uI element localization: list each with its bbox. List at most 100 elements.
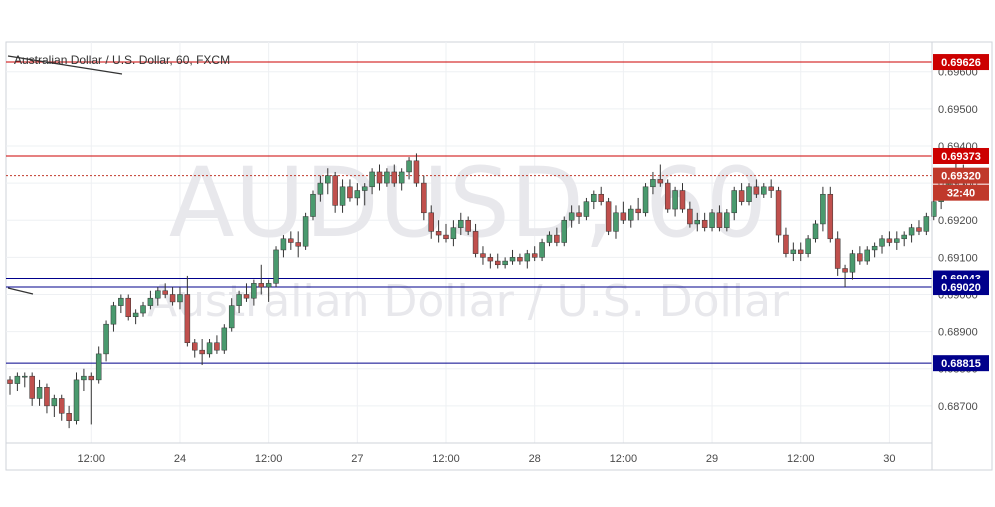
candle-body <box>805 238 811 254</box>
candle-body <box>265 283 272 288</box>
candle-body <box>871 245 878 251</box>
x-tick-label: 12:00 <box>255 453 283 465</box>
level-badge-label: 0.68815 <box>941 358 981 370</box>
level-badge <box>933 355 989 372</box>
candle-body <box>820 193 826 225</box>
candle-body <box>480 253 486 258</box>
candle-body <box>472 231 479 254</box>
y-tick-label: 0.68900 <box>938 327 978 339</box>
candle-body <box>44 387 50 407</box>
candle-body <box>295 242 301 247</box>
candle-body <box>716 212 723 228</box>
candle-body <box>672 190 678 210</box>
candle-body <box>199 349 205 355</box>
x-tick-label: 30 <box>883 453 895 465</box>
trendline-top[interactable] <box>7 55 123 75</box>
trend-drawings <box>7 55 123 295</box>
candle-body <box>155 290 161 299</box>
countdown-label: 32:40 <box>947 188 975 200</box>
candle-body <box>58 398 65 414</box>
watermark-name: Australian Dollar / U.S. Dollar <box>147 276 790 327</box>
candle-body <box>613 212 619 232</box>
candle-body <box>664 182 671 210</box>
candle-body <box>95 353 102 381</box>
candle-body <box>184 294 191 343</box>
candle-body <box>797 249 804 254</box>
y-tick-label: 0.68700 <box>938 401 978 413</box>
candle-body <box>509 257 516 262</box>
candle-body <box>576 212 582 217</box>
candle-body <box>258 283 265 288</box>
candle-body <box>783 234 789 254</box>
candle-body <box>494 260 501 266</box>
candle-body <box>413 160 420 184</box>
candle-body <box>325 175 331 184</box>
candle-body <box>487 257 494 262</box>
candle-body <box>738 190 745 202</box>
candle-body <box>539 242 545 258</box>
candle-body <box>280 238 287 251</box>
candle-body <box>450 227 457 240</box>
candle-body <box>753 186 760 195</box>
candle-body <box>657 179 664 184</box>
x-tick-label: 12:00 <box>432 453 460 465</box>
candle-body <box>849 253 856 273</box>
candle-body <box>7 379 13 384</box>
candle-body <box>147 297 154 306</box>
x-tick-label: 12:00 <box>787 453 815 465</box>
candle-body <box>517 257 523 262</box>
candle-body <box>768 186 774 191</box>
candle-body <box>192 342 198 351</box>
chart-border <box>5 41 993 471</box>
level-badge <box>933 167 989 184</box>
candle-body <box>369 171 375 188</box>
candle-body <box>66 413 72 421</box>
y-tick-label: 0.69200 <box>938 215 978 227</box>
candle-body <box>761 186 767 195</box>
candle-body <box>583 201 590 217</box>
candle-body <box>443 234 449 240</box>
candle-body <box>332 175 338 206</box>
candle-body <box>775 190 782 236</box>
candle-body <box>709 212 715 228</box>
candle-body <box>406 160 412 173</box>
candle-body <box>827 193 834 240</box>
candle-body <box>731 190 737 214</box>
candle-body <box>236 294 242 306</box>
candle-body <box>398 171 405 184</box>
y-tick-label: 0.69500 <box>938 104 978 116</box>
candle-body <box>642 186 649 214</box>
candle-body <box>288 238 294 243</box>
candle-body <box>879 238 885 247</box>
x-tick-label: 27 <box>351 453 363 465</box>
candle-body <box>118 297 124 306</box>
candle-body <box>273 249 279 284</box>
candle-body <box>110 305 117 325</box>
level-badge-label: 0.69020 <box>941 282 981 294</box>
candle-body <box>140 305 146 314</box>
candle-body <box>901 234 907 240</box>
candle-body <box>546 234 553 243</box>
candle-body <box>561 219 567 243</box>
candle-body <box>251 283 257 299</box>
candle-body <box>679 190 686 210</box>
candle-body <box>302 216 309 247</box>
trendline-left[interactable] <box>7 287 34 295</box>
candle-body <box>591 193 597 202</box>
x-tick-label: 12:00 <box>78 453 106 465</box>
candle-body <box>81 375 87 381</box>
candle-body <box>931 201 937 217</box>
candle-body <box>391 171 398 184</box>
candle-body <box>701 219 708 228</box>
time-axis[interactable]: 12:00 24 12:00 27 12:00 28 12:00 29 12:00 30 <box>78 453 896 465</box>
level-badges: 0.696260.693730.693200.690430.690200.688… <box>933 54 989 372</box>
level-badge <box>933 54 989 71</box>
chart-title: Australian Dollar / U.S. Dollar, 60, FXC… <box>14 53 230 67</box>
candle-body <box>694 219 701 225</box>
candle-body <box>125 297 131 318</box>
candle-body <box>687 208 693 225</box>
candle-body <box>421 182 427 214</box>
candle-body <box>347 186 353 199</box>
